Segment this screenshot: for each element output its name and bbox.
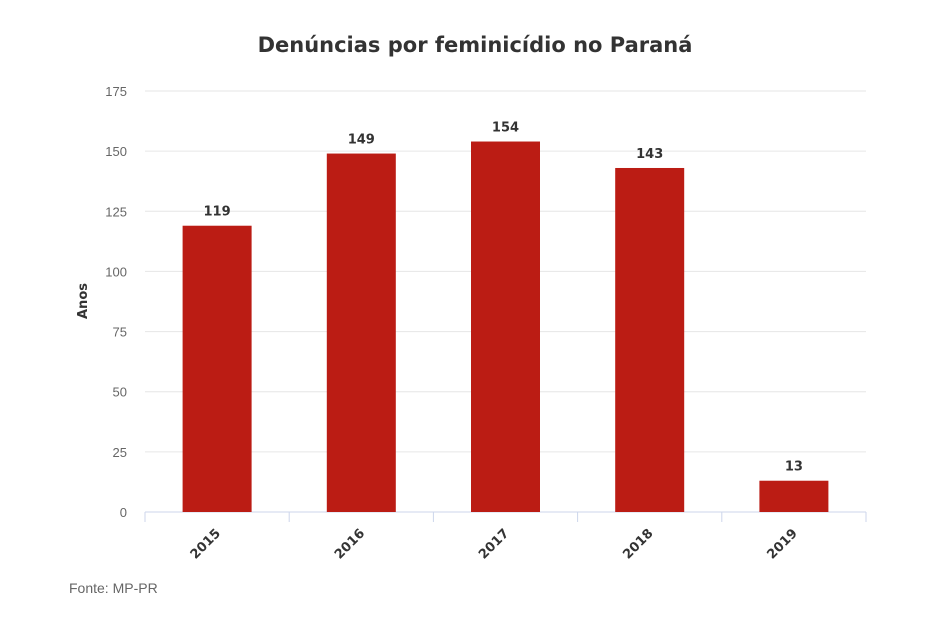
y-tick-label: 150	[105, 144, 127, 159]
y-tick-label: 0	[120, 505, 127, 520]
bar	[759, 480, 829, 512]
x-tick-label: 2019	[765, 526, 801, 562]
x-tick-label: 2017	[476, 526, 512, 562]
data-label: 143	[636, 147, 663, 162]
y-tick-label: 25	[113, 445, 127, 460]
bar	[615, 167, 685, 513]
data-label: 154	[492, 121, 519, 136]
data-label: 149	[348, 133, 375, 148]
x-tick-label: 2015	[188, 526, 224, 562]
y-tick-label: 125	[105, 204, 127, 219]
y-tick-label: 100	[105, 264, 127, 279]
bars	[182, 141, 829, 513]
x-axis-tick-marks	[144, 512, 867, 522]
data-labels: 119 149 154 143 13	[204, 121, 803, 475]
bar	[471, 141, 540, 512]
y-tick-label: 50	[113, 385, 127, 400]
bar	[182, 225, 252, 512]
y-axis-ticks: 0 25 50 75 100 125 150 175	[105, 84, 127, 520]
x-tick-label: 2018	[620, 526, 656, 562]
chart-title: Denúncias por feminicídio no Paraná	[258, 33, 693, 57]
data-label: 13	[785, 460, 803, 475]
y-tick-label: 175	[105, 84, 127, 99]
bar	[326, 153, 396, 512]
x-axis-labels: 2015 2016 2017 2018 2019	[188, 526, 801, 562]
y-axis-label: Anos	[76, 283, 91, 319]
source-note: Fonte: MP-PR	[69, 580, 158, 596]
data-label: 119	[204, 205, 231, 220]
x-tick-label: 2016	[332, 526, 368, 562]
y-tick-label: 75	[113, 325, 127, 340]
